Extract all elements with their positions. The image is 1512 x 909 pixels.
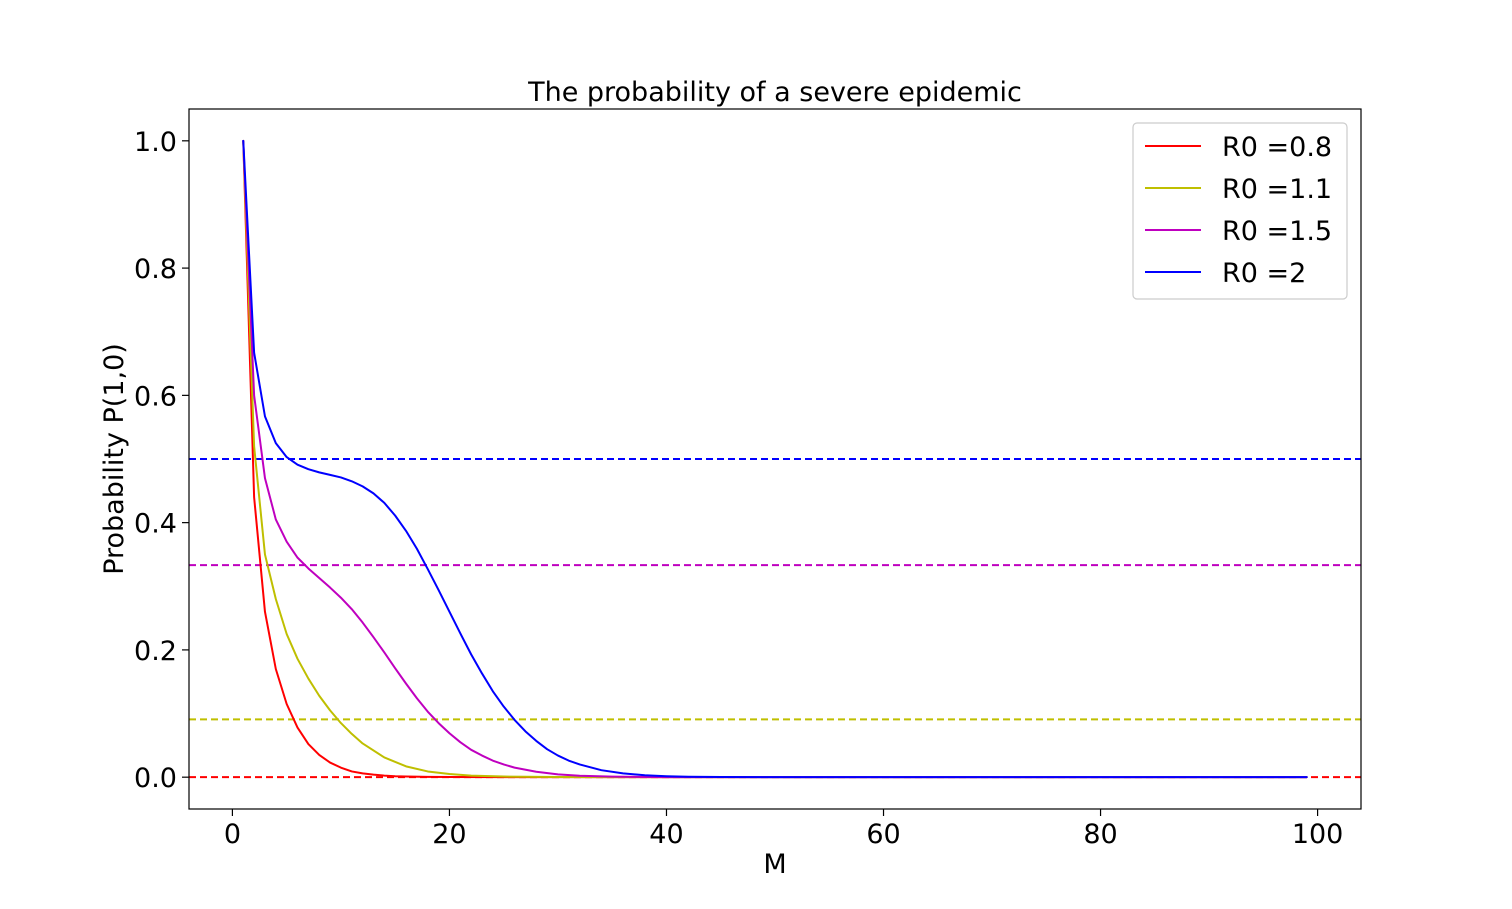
y-tick-label: 0.2 <box>134 636 177 667</box>
x-tick-label: 80 <box>1083 819 1117 850</box>
y-tick-label: 0.6 <box>134 381 177 412</box>
x-tick-label: 100 <box>1292 819 1344 850</box>
plot-area <box>189 139 1361 779</box>
legend-label-1: R0 =1.1 <box>1222 174 1332 205</box>
chart-title: The probability of a severe epidemic <box>527 77 1022 108</box>
x-axis-label: M <box>763 849 786 880</box>
legend-label-3: R0 =2 <box>1222 258 1306 289</box>
legend-label-0: R0 =0.8 <box>1222 132 1332 163</box>
y-tick-label: 0.8 <box>134 254 177 285</box>
y-tick-label: 0.4 <box>134 509 177 540</box>
series-line-2 <box>242 139 1308 779</box>
legend-label-2: R0 =1.5 <box>1222 216 1332 247</box>
series-line-3 <box>242 139 1308 779</box>
x-tick-label: 0 <box>224 819 241 850</box>
y-tick-label: 1.0 <box>134 127 177 158</box>
legend-box <box>1132 122 1348 300</box>
x-tick-label: 20 <box>432 819 466 850</box>
x-axis-ticks: 0 20 40 60 80 100 <box>224 809 1344 850</box>
y-axis-ticks: 0.0 0.2 0.4 0.6 0.8 1.0 <box>134 127 189 794</box>
x-tick-label: 40 <box>649 819 683 850</box>
x-tick-label: 60 <box>866 819 900 850</box>
y-tick-label: 0.0 <box>134 763 177 794</box>
series-lines <box>242 139 1308 779</box>
legend: R0 =0.8 R0 =1.1 R0 =1.5 R0 =2 <box>1132 122 1348 300</box>
plot-frame <box>188 108 1362 810</box>
y-axis-label: Probability P(1,0) <box>99 343 130 575</box>
